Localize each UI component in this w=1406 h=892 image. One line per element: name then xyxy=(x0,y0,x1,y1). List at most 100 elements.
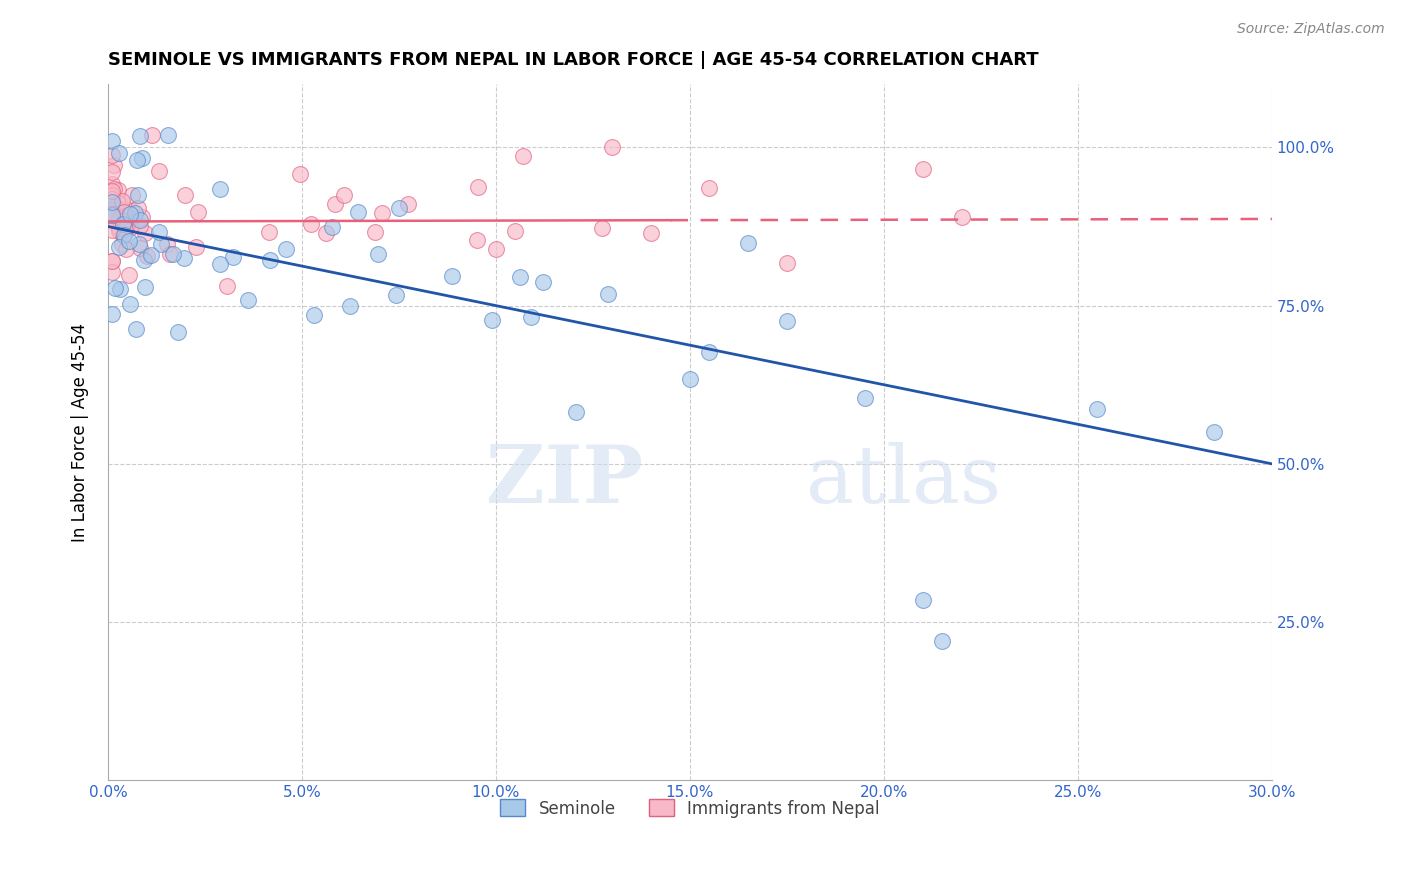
Point xyxy=(112,213,135,227)
Point xyxy=(1085,402,1108,417)
Point xyxy=(118,234,141,248)
Point xyxy=(112,227,135,242)
Text: ZIP: ZIP xyxy=(486,442,644,520)
Point xyxy=(128,219,150,233)
Point xyxy=(134,280,156,294)
Point xyxy=(208,258,231,272)
Point xyxy=(776,256,799,270)
Point xyxy=(111,237,134,252)
Point xyxy=(512,149,534,163)
Point xyxy=(104,213,127,227)
Point xyxy=(101,265,124,279)
Point xyxy=(101,207,124,221)
Point xyxy=(125,322,148,336)
Point xyxy=(321,219,343,234)
Point xyxy=(101,134,124,148)
Point xyxy=(333,187,356,202)
Legend: Seminole, Immigrants from Nepal: Seminole, Immigrants from Nepal xyxy=(494,793,886,824)
Point xyxy=(217,279,239,293)
Text: SEMINOLE VS IMMIGRANTS FROM NEPAL IN LABOR FORCE | AGE 45-54 CORRELATION CHART: SEMINOLE VS IMMIGRANTS FROM NEPAL IN LAB… xyxy=(108,51,1039,69)
Point xyxy=(101,207,124,221)
Point xyxy=(503,224,526,238)
Y-axis label: In Labor Force | Age 45-54: In Labor Force | Age 45-54 xyxy=(72,323,89,541)
Point xyxy=(159,247,181,261)
Point xyxy=(112,204,135,219)
Point xyxy=(111,194,134,208)
Point xyxy=(124,205,146,219)
Point xyxy=(148,225,170,239)
Point xyxy=(121,204,143,219)
Point xyxy=(396,197,419,211)
Point xyxy=(101,192,124,206)
Point xyxy=(101,253,124,268)
Point xyxy=(104,200,127,214)
Point xyxy=(101,208,124,222)
Point xyxy=(127,201,149,215)
Point xyxy=(187,205,209,219)
Point xyxy=(315,226,337,240)
Point xyxy=(131,151,153,165)
Point xyxy=(112,227,135,242)
Point xyxy=(388,202,411,216)
Point xyxy=(111,202,134,217)
Point xyxy=(519,310,541,324)
Point xyxy=(101,253,124,268)
Point xyxy=(115,242,138,256)
Point xyxy=(290,167,312,181)
Point xyxy=(699,181,721,195)
Point xyxy=(481,313,503,327)
Point xyxy=(596,287,619,301)
Point xyxy=(118,268,141,282)
Point xyxy=(107,211,129,226)
Text: Source: ZipAtlas.com: Source: ZipAtlas.com xyxy=(1237,22,1385,37)
Point xyxy=(339,299,361,313)
Point xyxy=(347,204,370,219)
Point xyxy=(184,240,207,254)
Point xyxy=(370,206,392,220)
Point xyxy=(101,188,124,202)
Point xyxy=(911,593,934,607)
Text: atlas: atlas xyxy=(806,442,1001,520)
Point xyxy=(108,240,131,254)
Point xyxy=(174,188,197,202)
Point xyxy=(128,236,150,251)
Point xyxy=(127,188,149,202)
Point xyxy=(131,210,153,224)
Point xyxy=(302,308,325,322)
Point xyxy=(509,269,531,284)
Point xyxy=(108,282,131,296)
Point xyxy=(111,218,134,232)
Point xyxy=(853,391,876,405)
Point xyxy=(103,158,125,172)
Point xyxy=(591,221,613,235)
Point xyxy=(257,225,280,239)
Point xyxy=(602,139,624,153)
Point xyxy=(120,297,142,311)
Point xyxy=(679,372,702,386)
Point xyxy=(325,196,347,211)
Point xyxy=(364,225,387,239)
Point xyxy=(101,194,124,209)
Point xyxy=(167,325,190,339)
Point xyxy=(467,179,489,194)
Point xyxy=(259,253,281,268)
Point xyxy=(129,129,152,144)
Point xyxy=(911,161,934,176)
Point xyxy=(485,242,508,256)
Point xyxy=(129,213,152,227)
Point xyxy=(367,246,389,260)
Point xyxy=(108,211,131,226)
Point xyxy=(101,164,124,178)
Point xyxy=(162,247,184,261)
Point xyxy=(117,216,139,230)
Point xyxy=(564,405,586,419)
Point xyxy=(299,217,322,231)
Point xyxy=(129,241,152,255)
Point xyxy=(208,182,231,196)
Point xyxy=(699,345,721,359)
Point xyxy=(931,634,953,648)
Point xyxy=(236,293,259,307)
Point xyxy=(120,221,142,235)
Point xyxy=(101,184,124,198)
Point xyxy=(385,288,408,302)
